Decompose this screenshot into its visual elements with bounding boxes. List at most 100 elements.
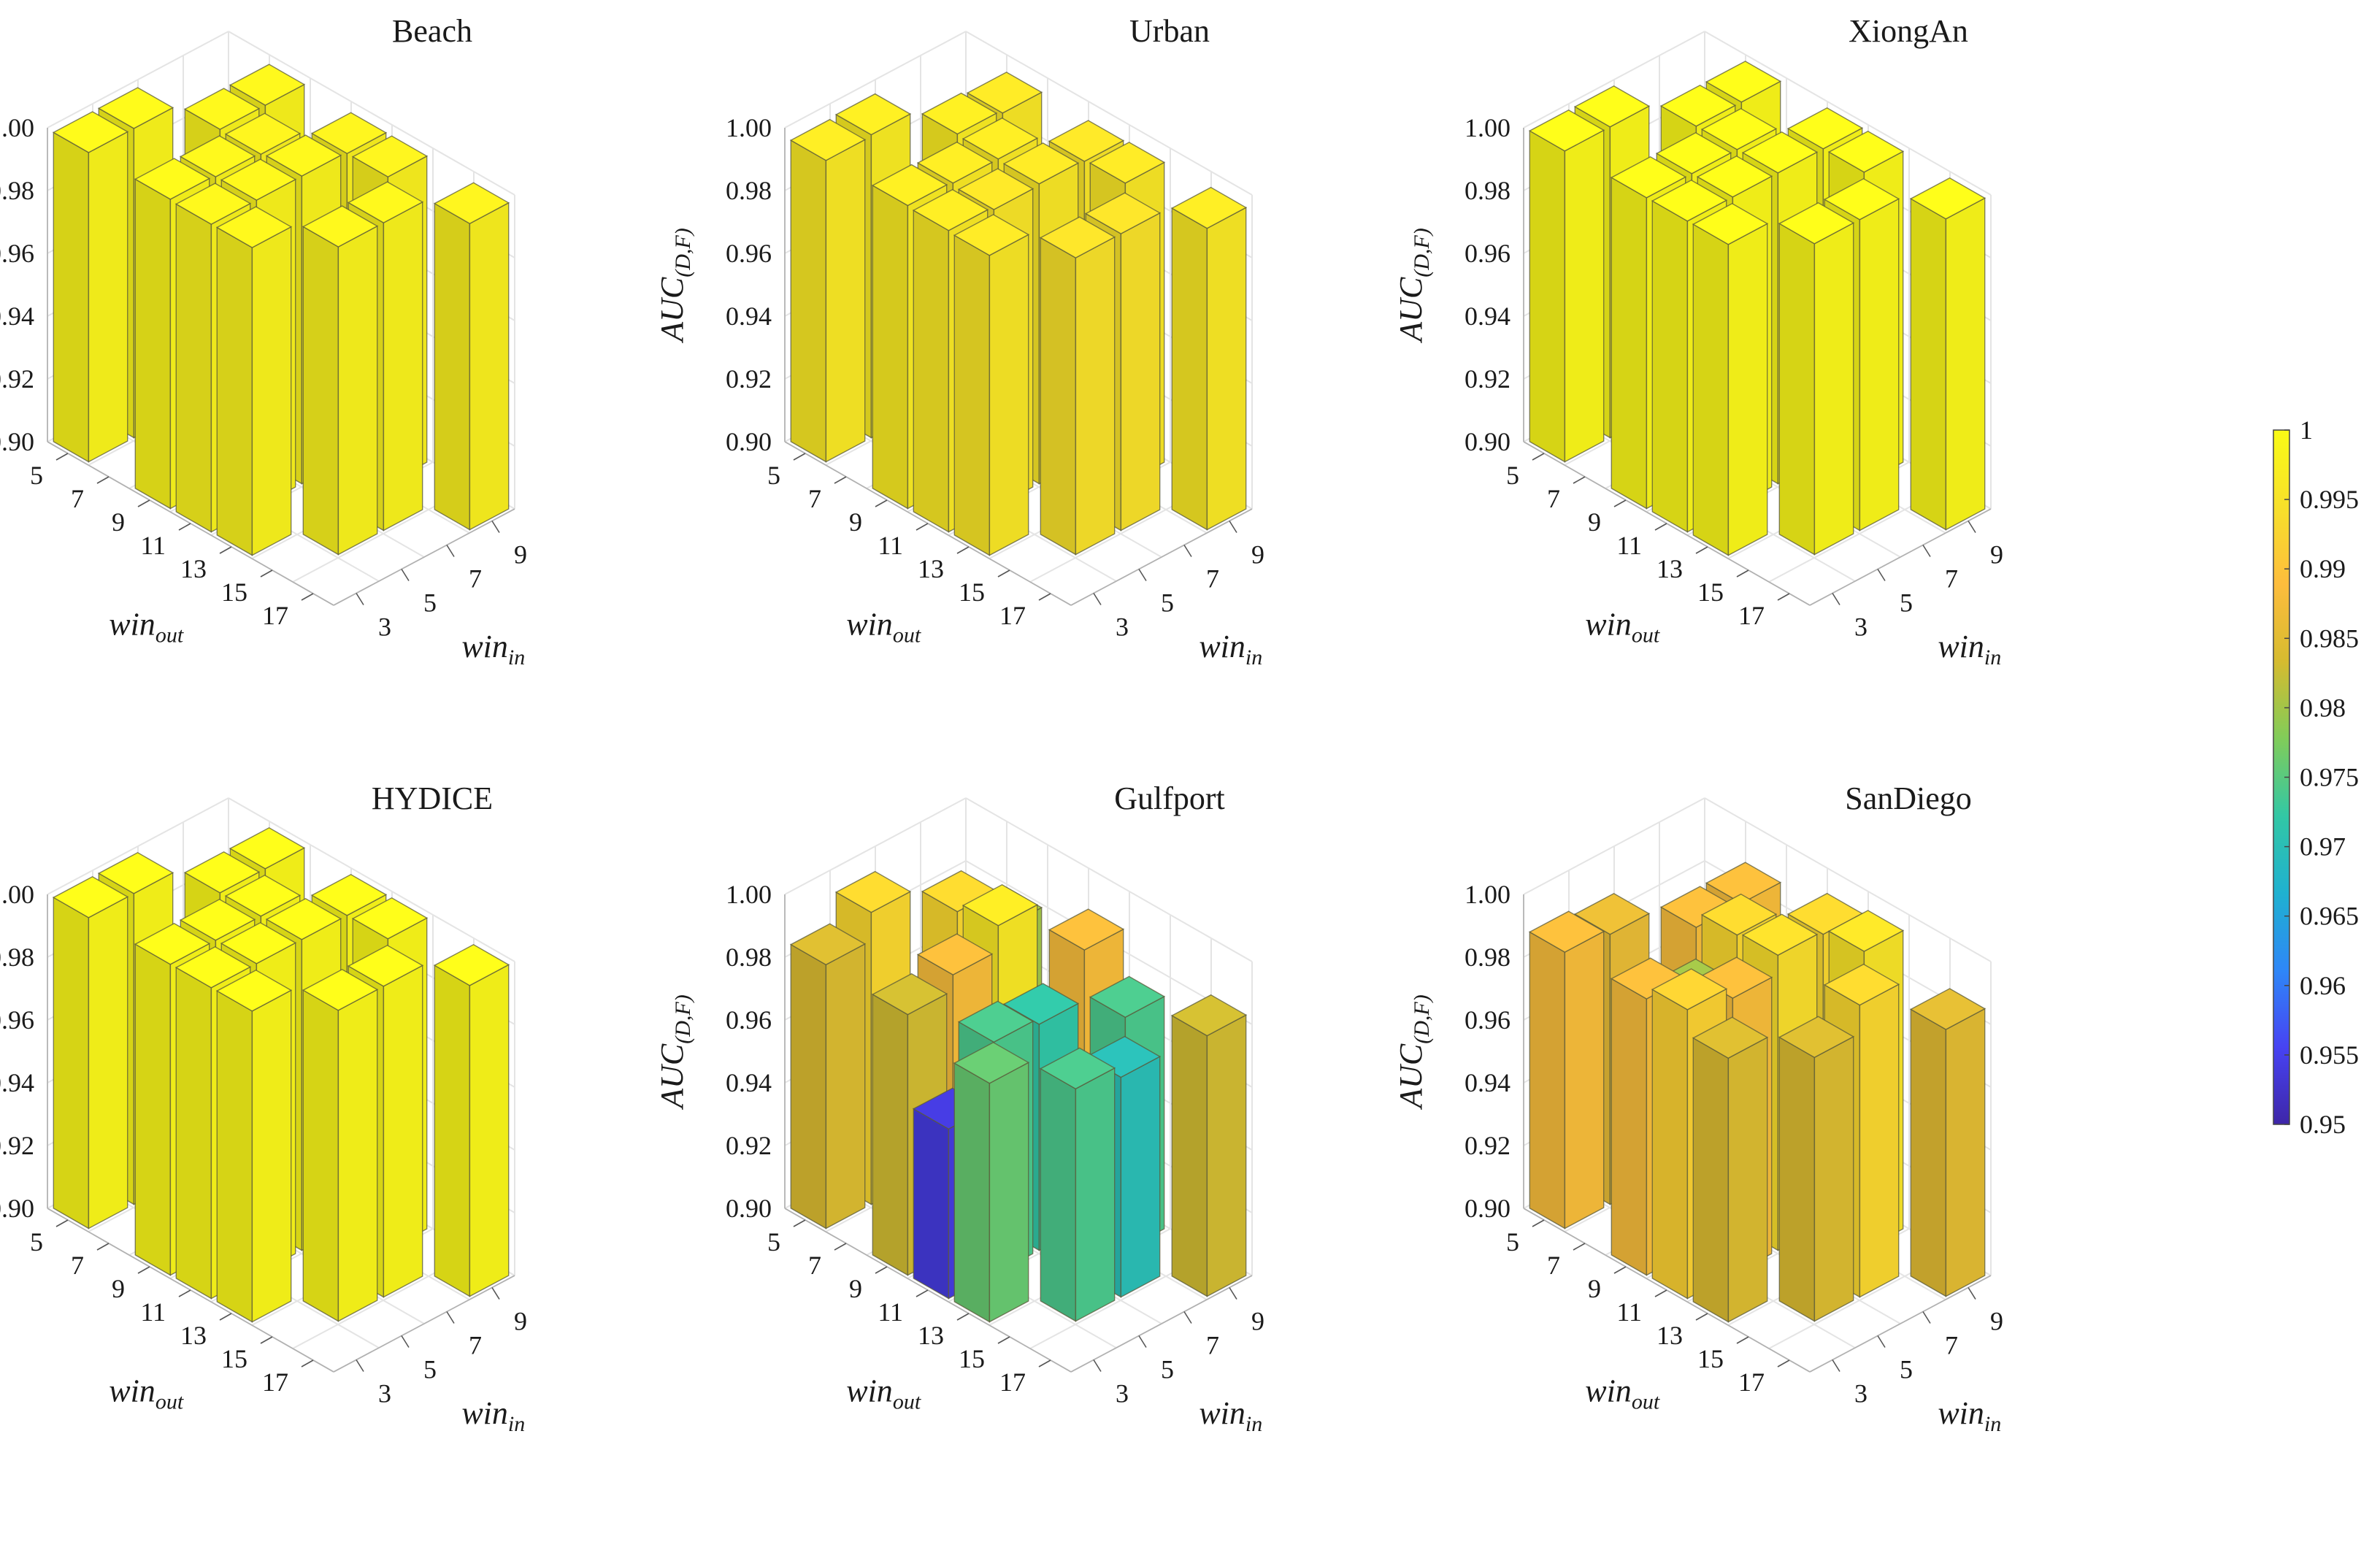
winout-tick-label: 5 — [30, 1227, 43, 1257]
ytick-label: 0.94 — [0, 1068, 34, 1097]
winout-tick-label: 9 — [1588, 1274, 1601, 1303]
winout-tick-label: 7 — [71, 1251, 84, 1280]
bars — [789, 870, 1248, 1323]
winin-axis-label: winin — [1199, 1395, 1262, 1436]
colorbar-tick-label: 0.985 — [2300, 624, 2359, 653]
y-axis-label: AUC(D,F) — [1393, 994, 1434, 1110]
winout-tick-label: 13 — [918, 554, 944, 583]
winout-tick-label: 5 — [30, 461, 43, 490]
ytick-label: 0.98 — [0, 176, 34, 205]
winout-tick-label: 5 — [767, 1227, 780, 1257]
winout-tick-label: 17 — [262, 601, 288, 630]
ytick-label: 1.00 — [726, 880, 772, 909]
winout-tick-label: 13 — [180, 554, 207, 583]
ytick-label: 0.92 — [0, 1131, 34, 1160]
winout-tick-label: 15 — [959, 578, 985, 607]
bar — [953, 1042, 1030, 1323]
bar — [789, 923, 867, 1230]
winout-axis-label: winout — [109, 1373, 184, 1414]
winin-axis-label: winin — [461, 1395, 525, 1436]
colorbar-tick-label: 0.975 — [2300, 763, 2359, 792]
winin-tick-label: 5 — [423, 1355, 437, 1384]
bars — [1528, 61, 1986, 556]
winout-tick-label: 13 — [180, 1321, 207, 1350]
ytick-label: 0.98 — [726, 176, 772, 205]
bar — [789, 118, 867, 463]
winin-tick-label: 5 — [1161, 1355, 1174, 1384]
winin-tick-label: 7 — [1206, 564, 1219, 594]
winout-tick-label: 7 — [71, 484, 84, 513]
winin-tick-label: 7 — [469, 564, 482, 594]
ytick-label: 0.94 — [1465, 302, 1510, 331]
panel-title: SanDiego — [1845, 780, 1972, 816]
winin-tick-label: 3 — [1854, 613, 1867, 642]
winout-tick-label: 9 — [849, 507, 862, 537]
bar — [215, 970, 293, 1323]
winout-tick-label: 13 — [918, 1321, 944, 1350]
panel-title: Gulfport — [1114, 780, 1225, 816]
winout-tick-label: 9 — [112, 507, 125, 537]
winin-tick-label: 3 — [1116, 1379, 1129, 1408]
winin-axis-label: winin — [1938, 629, 2001, 670]
winout-tick-label: 15 — [1697, 1344, 1724, 1373]
bar — [1170, 186, 1248, 531]
bar — [52, 876, 129, 1230]
winin-tick-label: 9 — [514, 1307, 527, 1336]
bar — [1528, 910, 1605, 1230]
bar — [433, 182, 510, 531]
ytick-label: 0.98 — [1465, 176, 1510, 205]
ytick-label: 0.96 — [726, 1005, 772, 1035]
ytick-label: 0.92 — [0, 364, 34, 394]
ytick-label: 0.96 — [0, 239, 34, 268]
winin-tick-label: 9 — [1251, 540, 1264, 569]
ytick-label: 0.96 — [726, 239, 772, 268]
ytick-label: 1.00 — [1465, 880, 1510, 909]
winout-tick-label: 5 — [1506, 1227, 1519, 1257]
ytick-label: 0.98 — [1465, 943, 1510, 972]
winout-tick-label: 17 — [999, 601, 1026, 630]
colorbar-tick-label: 0.95 — [2300, 1110, 2346, 1139]
colorbar-tick-label: 0.96 — [2300, 971, 2346, 1000]
winin-tick-label: 7 — [1945, 1331, 1958, 1360]
panel-title: Beach — [392, 13, 472, 49]
winout-tick-label: 11 — [1616, 1297, 1642, 1327]
y-axis-label: AUC(D,F) — [654, 228, 695, 343]
winout-tick-label: 11 — [140, 1297, 166, 1327]
bar — [1170, 994, 1248, 1297]
winout-tick-label: 7 — [808, 484, 821, 513]
ytick-label: 0.90 — [726, 427, 772, 456]
ytick-label: 0.92 — [1465, 1131, 1510, 1160]
y-axis-label: AUC(D,F) — [654, 994, 695, 1110]
winout-axis-label: winout — [1585, 1373, 1660, 1414]
ytick-label: 0.98 — [726, 943, 772, 972]
winout-axis-label: winout — [109, 606, 184, 647]
ytick-label: 0.90 — [726, 1194, 772, 1223]
ytick-label: 0.94 — [726, 302, 772, 331]
colorbar-tick-label: 0.995 — [2300, 485, 2359, 514]
winout-tick-label: 7 — [1547, 484, 1560, 513]
panel-urban: 0.900.920.940.960.981.00AUC(D,F)57911131… — [654, 13, 1264, 670]
panel-sandiego: 0.900.920.940.960.981.00AUC(D,F)57911131… — [1393, 780, 2003, 1436]
winout-tick-label: 11 — [878, 531, 903, 560]
winin-tick-label: 5 — [1161, 588, 1174, 618]
panel-gulfport: 0.900.920.940.960.981.00AUC(D,F)57911131… — [654, 780, 1264, 1436]
winout-tick-label: 15 — [959, 1344, 985, 1373]
colorbar-tick-label: 0.955 — [2300, 1040, 2359, 1070]
bar — [1778, 1016, 1855, 1322]
ytick-label: 0.94 — [0, 302, 34, 331]
colorbar-tick-label: 0.97 — [2300, 832, 2346, 862]
bar — [215, 206, 293, 556]
winout-tick-label: 11 — [1616, 531, 1642, 560]
winout-axis-label: winout — [846, 1373, 921, 1414]
ytick-label: 0.90 — [1465, 1194, 1510, 1223]
winin-tick-label: 3 — [378, 613, 391, 642]
ytick-label: 0.98 — [0, 943, 34, 972]
winout-tick-label: 13 — [1657, 554, 1683, 583]
bar — [1039, 216, 1116, 556]
winout-tick-label: 5 — [1506, 461, 1519, 490]
winout-tick-label: 9 — [112, 1274, 125, 1303]
ytick-label: 0.90 — [0, 1194, 34, 1223]
panel-hydice: 0.900.920.940.960.981.00AUC(D,F)57911131… — [0, 780, 527, 1436]
winin-axis-label: winin — [1199, 629, 1262, 670]
